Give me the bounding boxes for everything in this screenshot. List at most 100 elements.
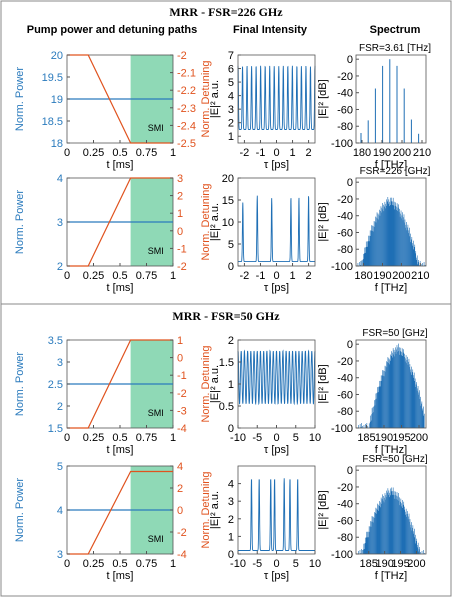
intensity-axis-label: |E|² a.u. — [209, 365, 221, 403]
time-tick-label: 0.25 — [83, 270, 104, 282]
intensity-ytick-label: 1 — [228, 131, 234, 143]
intensity-ytick-label: 1 — [228, 531, 234, 543]
spectrum-axes — [355, 54, 427, 144]
spectrum-ytick-label: -20 — [337, 356, 353, 368]
detuning-tick-label: -3 — [177, 405, 187, 417]
intensity-panel: 0 0.5 1 1.5 2 -10 -5 0 5 10 τ [ps] |E|² a.u. — [209, 335, 321, 456]
intensity-xtick-label: -1 — [256, 270, 266, 282]
intensity-ytick-label: 4 — [228, 479, 234, 491]
spectrum-ytick-label: 0 — [347, 339, 353, 351]
column-title-intensity: Final Intensity — [233, 24, 308, 36]
pump-panel: SMI 18 18.5 19 19.5 20 -2 -2.1 -2.2 -2.3 -2.4 -2.5 0… — [14, 50, 212, 171]
intensity-xtick-label: 5 — [293, 558, 299, 570]
intensity-ytick-label: 2 — [228, 514, 234, 526]
intensity-axis-label: |E|² a.u. — [209, 491, 221, 529]
intensity-trace — [237, 349, 316, 406]
spectrum-ytick-label: -40 — [337, 211, 353, 223]
spectrum-ytick-label: -100 — [331, 423, 353, 435]
time-tick-label: 0.25 — [83, 147, 104, 159]
detuning-axis-label: Norm. Detuning — [200, 471, 212, 548]
detuning-tick-label: -2.4 — [177, 120, 196, 132]
power-tick-label: 2 — [57, 401, 63, 413]
spectrum-ytick-label: -80 — [337, 244, 353, 256]
spectrum-axes — [355, 339, 427, 429]
freq-axis-label: f [THz] — [375, 570, 407, 582]
intensity-xtick-label: 5 — [293, 432, 299, 444]
spectrum-ytick-label: -20 — [337, 71, 353, 83]
intensity-xtick-label: 0 — [273, 432, 279, 444]
time-tick-label: 0.5 — [112, 270, 127, 282]
detuning-tick-label: 2 — [177, 483, 183, 495]
smi-label: SMI — [148, 534, 164, 544]
power-tick-label: 5 — [57, 461, 63, 473]
frame-bottom — [0, 303, 452, 597]
spectrum-ytick-label: -60 — [337, 389, 353, 401]
time-tick-label: 1 — [170, 432, 176, 444]
intensity-ytick-label: 4 — [228, 91, 234, 103]
spectrum-xtick-label: 210 — [413, 147, 431, 159]
detuning-tick-label: -2.2 — [177, 85, 196, 97]
power-tick-label: 3 — [57, 549, 63, 561]
time-tick-label: 0.75 — [136, 558, 157, 570]
intensity-ytick-label: 10 — [222, 217, 234, 229]
pump-panel: SMI 2 3 4 3 2 1 0 -1 -2 0 0.25 0.5 0.75 1 t [ms] Norm. P… — [14, 173, 212, 294]
intensity-xtick-label: 0 — [273, 147, 279, 159]
spectrum-xtick-label: 200 — [393, 147, 411, 159]
time-tick-label: 0 — [64, 432, 70, 444]
spectrum-axis-label: |E|² [dB] — [317, 364, 329, 403]
section-title-1: MRR - FSR=226 GHz — [169, 5, 283, 19]
spectrum-ytick-label: -80 — [337, 532, 353, 544]
spectrum-ytick-label: -40 — [337, 373, 353, 385]
power-tick-label: 1.5 — [48, 423, 63, 435]
power-tick-label: 3 — [57, 357, 63, 369]
spectrum-xtick-label: 195 — [392, 432, 410, 444]
spectrum-xtick-label: 200 — [407, 558, 425, 570]
time-axis-label: t [ms] — [107, 444, 134, 456]
detuning-tick-label: -2 — [177, 50, 187, 62]
intensity-xtick-label: -1 — [256, 147, 266, 159]
intensity-ytick-label: 0 — [228, 549, 234, 561]
intensity-ytick-label: 3 — [228, 496, 234, 508]
spectrum-axis-label: |E|² [dB] — [317, 79, 329, 118]
intensity-ytick-label: 0 — [228, 423, 234, 435]
detuning-axis-label: Norm. Detuning — [200, 183, 212, 260]
column-title-pump: Pump power and detuning paths — [27, 24, 198, 36]
spectrum-ytick-label: -60 — [337, 104, 353, 116]
section-title-2: MRR - FSR=50 GHz — [172, 309, 280, 323]
power-axis-label: Norm. Power — [14, 190, 26, 255]
pump-panel: SMI 1.5 2 2.5 3 3.5 1 0 -1 -2 -3 -4 0 0.25 0.5 0.75 1 t [… — [14, 335, 212, 456]
smi-label: SMI — [148, 246, 164, 256]
intensity-ytick-label: 0.5 — [219, 401, 234, 413]
power-tick-label: 2.5 — [48, 379, 63, 391]
power-tick-label: 3 — [57, 217, 63, 229]
detuning-tick-label: -2 — [177, 527, 187, 539]
intensity-ytick-label: 2 — [228, 118, 234, 130]
spectrum-xtick-label: 185 — [360, 558, 378, 570]
fsr-annotation: FSR=50 [GHz] — [362, 454, 428, 465]
time-tick-label: 0 — [64, 558, 70, 570]
detuning-tick-label: -2.1 — [177, 68, 196, 80]
spectrum-ytick-label: -100 — [331, 138, 353, 150]
time-tick-label: 0.75 — [136, 270, 157, 282]
intensity-ytick-label: 15 — [222, 195, 234, 207]
detuning-tick-label: -2.3 — [177, 103, 196, 115]
spectrum-ytick-label: 0 — [347, 54, 353, 66]
power-axis-label: Norm. Power — [14, 352, 26, 417]
spectrum-ytick-label: -40 — [337, 499, 353, 511]
detuning-tick-label: 1 — [177, 335, 183, 347]
time-tick-label: 0.5 — [112, 432, 127, 444]
tau-axis-label: τ [ps] — [264, 282, 289, 294]
intensity-trace — [238, 195, 315, 263]
intensity-axis-label: |E|² a.u. — [209, 203, 221, 241]
intensity-ytick-label: 6 — [228, 64, 234, 76]
spectrum-ytick-label: 0 — [347, 177, 353, 189]
intensity-xtick-label: 2 — [306, 270, 312, 282]
fsr-annotation: FSR=226 [GHz] — [360, 166, 431, 177]
tau-axis-label: τ [ps] — [264, 159, 289, 171]
smi-label: SMI — [148, 408, 164, 418]
smi-label: SMI — [148, 123, 164, 133]
